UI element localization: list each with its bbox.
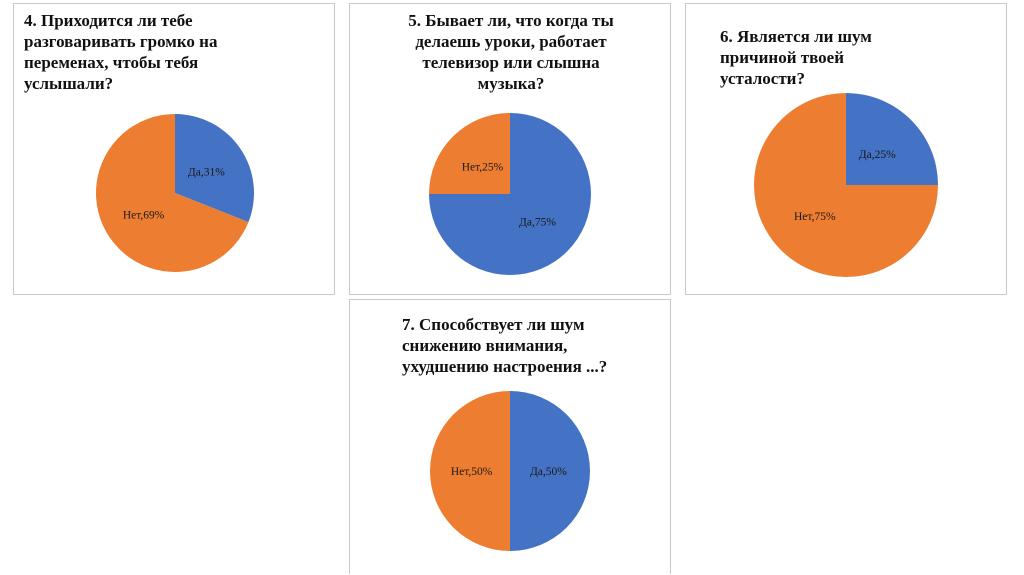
pie-chart-5: Да,75% Нет,25% [429, 113, 591, 275]
pie-label-7-yes: Да,50% [530, 466, 567, 478]
pie-slice [95, 114, 249, 272]
chart-panel-6: 6. Является ли шум причиной твоей устало… [685, 3, 1007, 295]
pie-slice [754, 93, 938, 277]
pie-label-6-no: Нет,75% [794, 211, 836, 223]
chart-panel-5: 5. Бывает ли, что когда ты делаешь уроки… [349, 3, 671, 295]
chart-title-5: 5. Бывает ли, что когда ты делаешь уроки… [408, 11, 614, 93]
pie-slice [430, 391, 510, 551]
pie-slice [429, 113, 510, 194]
chart-title-7: 7. Способствует ли шум снижению внимания… [402, 315, 608, 376]
pie-chart-4: Да,31% Нет,69% [95, 114, 254, 272]
pie-label-4-yes: Да,31% [188, 167, 225, 179]
chart-title-4: 4. Приходится ли тебе разговаривать гром… [24, 11, 218, 93]
pie-label-6-yes: Да,25% [859, 149, 896, 161]
pie-slice [175, 114, 254, 223]
pie-slice [846, 93, 938, 185]
chart-panel-7: 7. Способствует ли шум снижению внимания… [349, 299, 671, 574]
pie-chart-6: Да,25% Нет,75% [754, 93, 938, 277]
pie-label-5-yes: Да,75% [519, 216, 556, 228]
pie-label-7-no: Нет,50% [451, 466, 493, 478]
pie-label-5-no: Нет,25% [462, 162, 504, 174]
pie-label-4-no: Нет,69% [123, 209, 165, 221]
pie-slice [510, 391, 590, 551]
pie-chart-7: Да,50% Нет,50% [430, 391, 590, 551]
chart-title-6: 6. Является ли шум причиной твоей устало… [720, 27, 872, 88]
chart-panel-4: 4. Приходится ли тебе разговаривать гром… [13, 3, 335, 295]
